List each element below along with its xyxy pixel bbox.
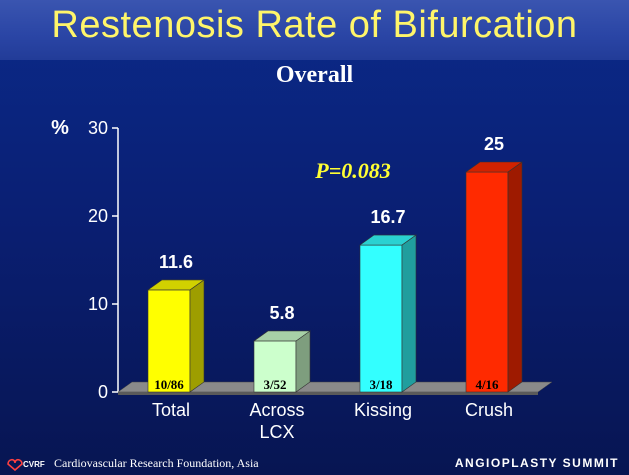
x-category-label-line: Total — [152, 400, 190, 420]
chart-axes: 0 10 20 30% — [51, 117, 119, 402]
x-category-label-line: LCX — [259, 422, 294, 442]
x-category-label-line: Across — [249, 400, 304, 420]
y-tick-label: 10 — [88, 294, 108, 314]
bar-top — [253, 330, 311, 342]
bar-front — [359, 244, 403, 393]
x-category-label: Total — [152, 400, 190, 420]
bar — [465, 161, 523, 393]
bar — [147, 279, 205, 393]
bar-top — [359, 234, 417, 246]
x-category-label: Kissing — [354, 400, 412, 420]
bar-count-label: 3/52 — [263, 377, 286, 392]
bar-value-label: 25 — [484, 134, 504, 154]
bar-side — [507, 161, 523, 393]
bar-top — [147, 279, 205, 291]
bar-value-label: 16.7 — [370, 207, 405, 227]
chart-bars — [147, 161, 523, 393]
title-band — [0, 0, 629, 60]
y-tick-label: 0 — [98, 382, 108, 402]
bar-value-label: 5.8 — [269, 303, 294, 323]
bar-front — [147, 289, 191, 393]
footer-event-name: ANGIOPLASTY SUMMIT — [454, 456, 619, 470]
bar-count-label: 10/86 — [154, 377, 184, 392]
footer-organization: CVRF Cardiovascular Research Foundation,… — [6, 454, 259, 472]
bar-count-label: 3/18 — [369, 377, 393, 392]
cvrf-logo-text: CVRF — [23, 460, 45, 469]
y-tick-label: 20 — [88, 206, 108, 226]
bar-top — [465, 161, 523, 173]
footer-organization-name: Cardiovascular Research Foundation, Asia — [54, 455, 259, 470]
bar-side — [295, 330, 311, 393]
chart-floor — [117, 381, 553, 395]
x-category-label: Crush — [465, 400, 513, 420]
x-category-label-line: Crush — [465, 400, 513, 420]
bar-side — [189, 279, 205, 393]
bar-front — [465, 171, 509, 393]
y-tick-label: 30 — [88, 118, 108, 138]
chart-floor-front — [118, 392, 538, 395]
x-category-label: Across LCX — [249, 400, 304, 442]
bar-count-label: 4/16 — [475, 377, 499, 392]
chart-title: Overall — [275, 62, 354, 88]
bar — [253, 330, 311, 393]
bar-value-label: 11.6 — [159, 252, 193, 272]
bar-front — [253, 340, 297, 393]
p-value-annotation: P=0.083 — [314, 158, 390, 183]
y-axis-label: % — [51, 117, 69, 139]
x-category-label-line: Kissing — [354, 400, 412, 420]
cvrf-logo: CVRF — [6, 455, 50, 472]
chart-labels: 11.6 10/86 Total 5.8 3/52 Across LCX 16.7 3/18 Ki… — [152, 134, 513, 442]
slide-title: Restenosis Rate of Bifurcation — [51, 4, 578, 46]
bar-side — [401, 234, 417, 393]
bar — [359, 234, 417, 393]
